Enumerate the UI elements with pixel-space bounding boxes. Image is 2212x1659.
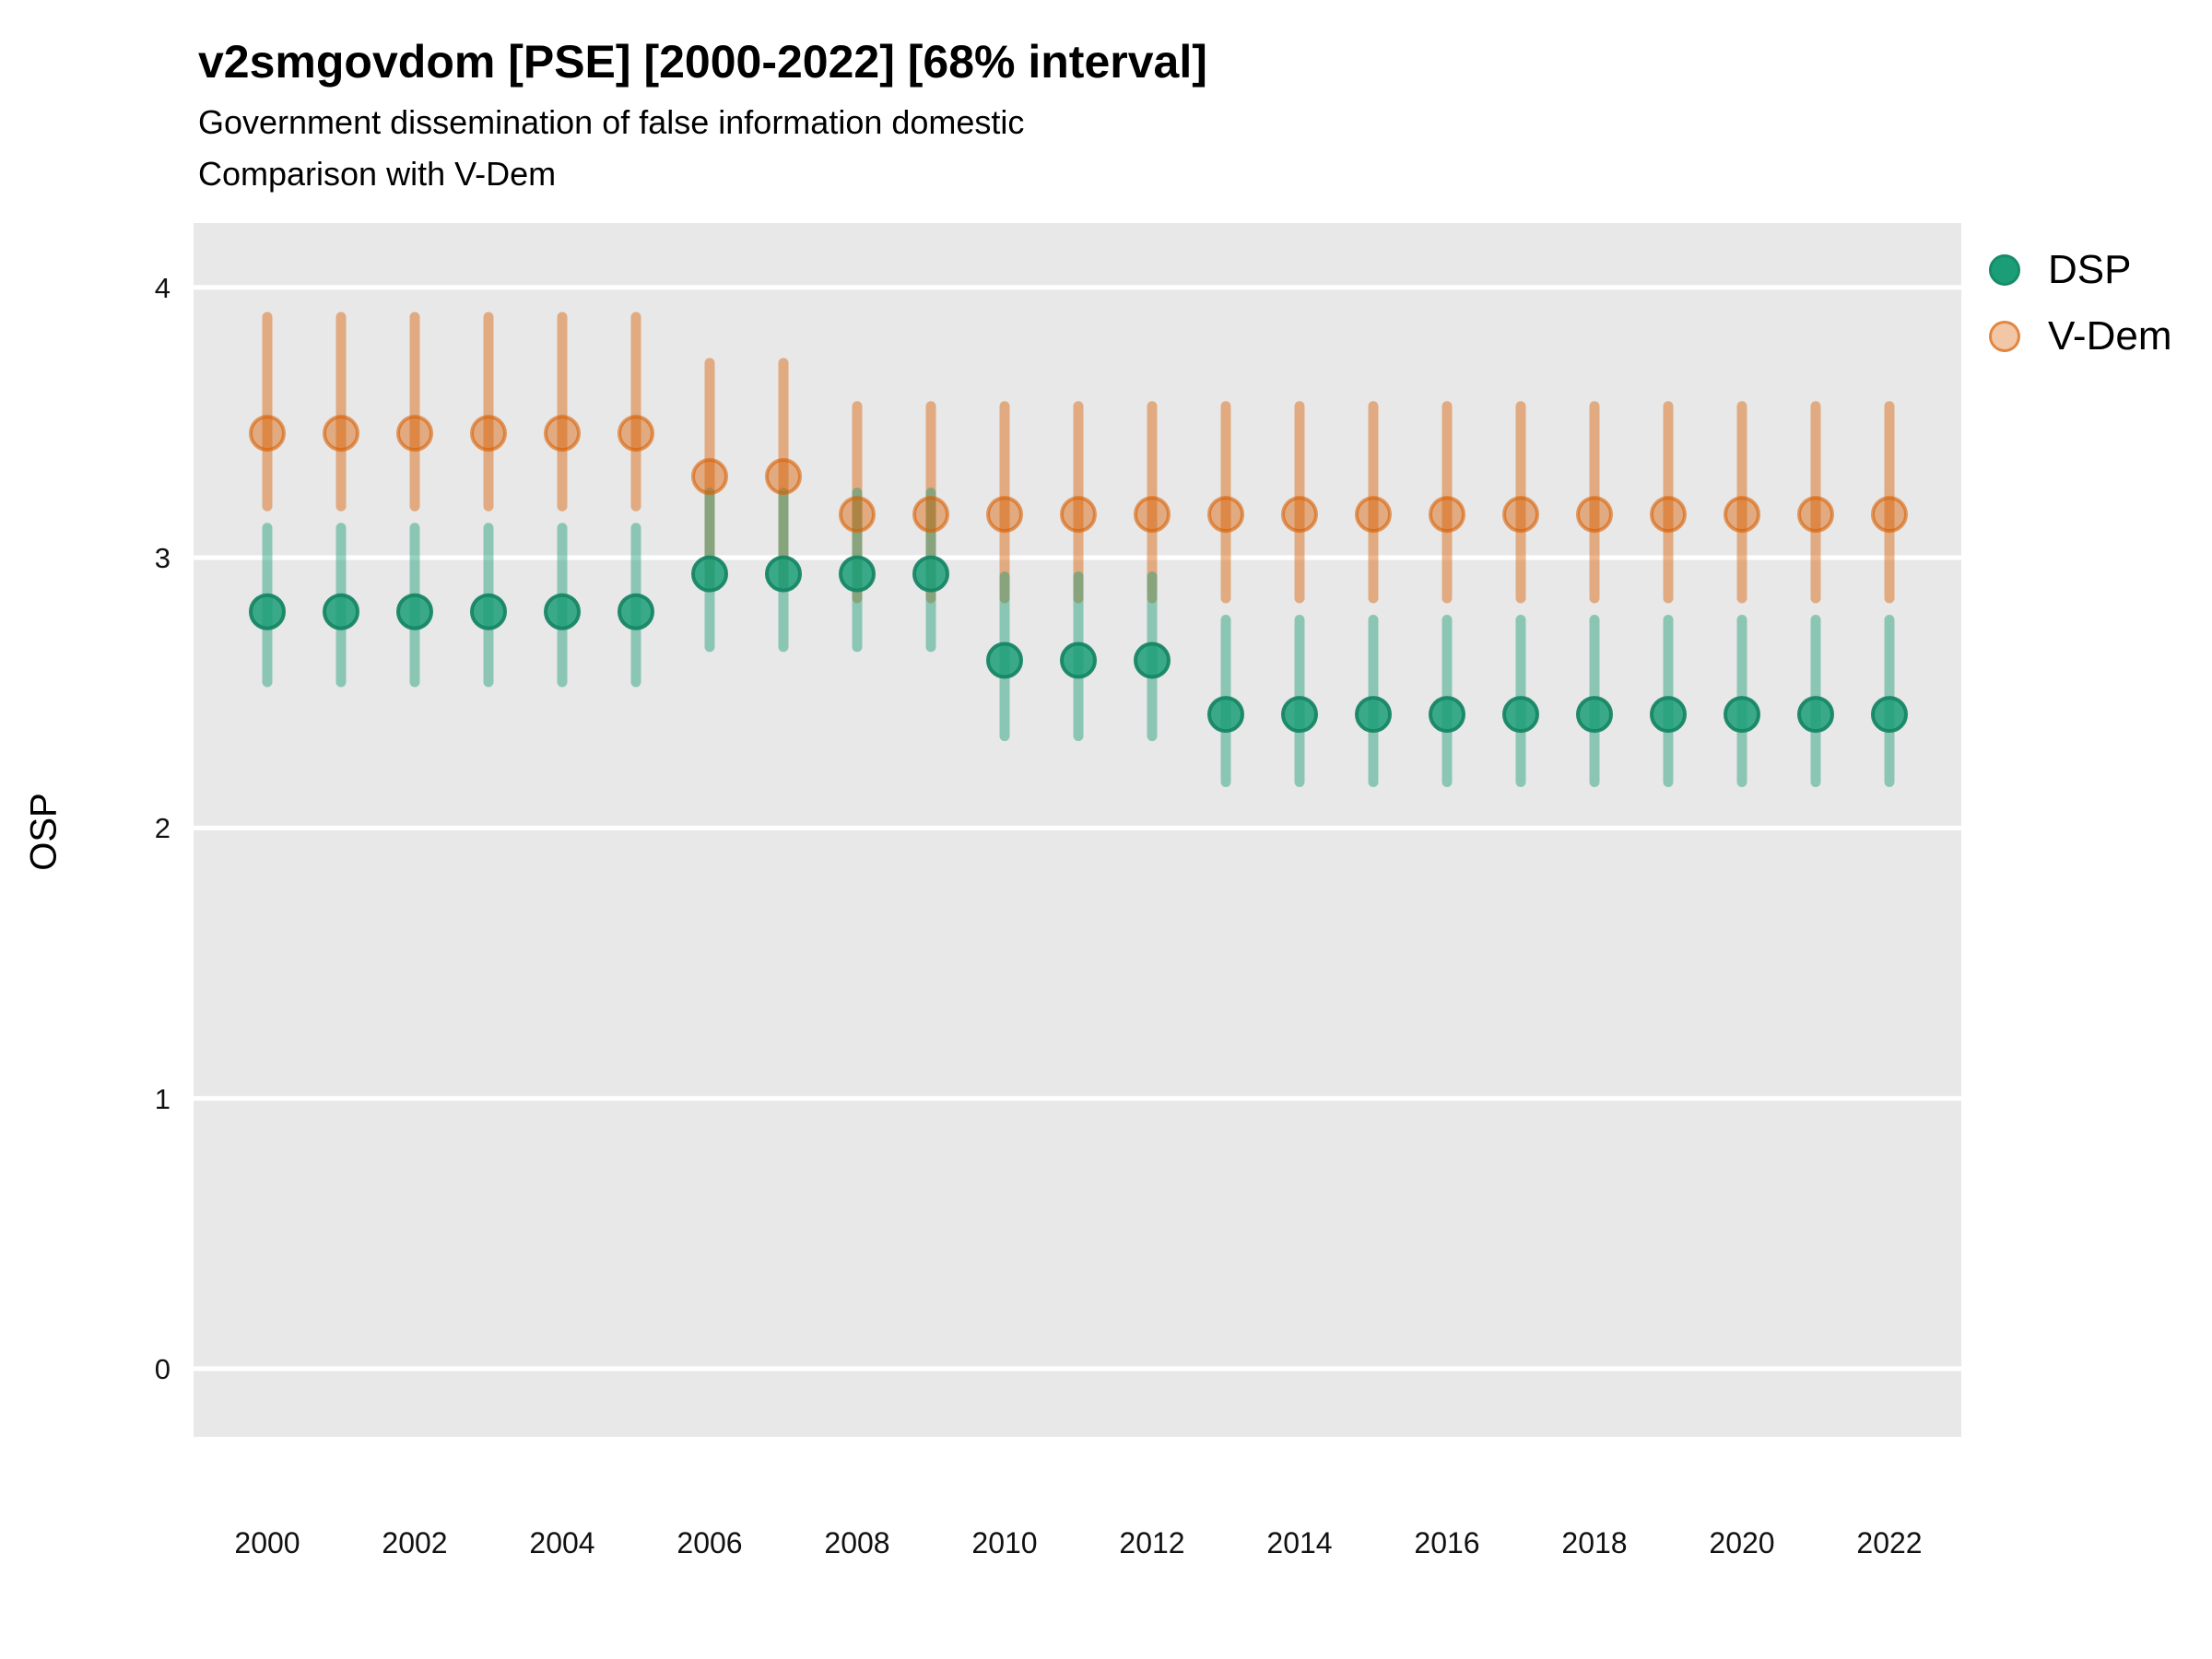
y-tick-label-1: 1 <box>154 1082 171 1115</box>
legend-item-dsp: DSP <box>1989 247 2171 293</box>
point-dsp-2014 <box>1281 696 1318 734</box>
point-v-dem-2012 <box>1134 496 1171 534</box>
point-dsp-2015 <box>1355 696 1392 734</box>
point-v-dem-2017 <box>1502 496 1539 534</box>
point-v-dem-2016 <box>1429 496 1465 534</box>
point-v-dem-2000 <box>249 415 286 453</box>
point-v-dem-2021 <box>1797 496 1834 534</box>
point-v-dem-2003 <box>470 415 507 453</box>
point-v-dem-2013 <box>1207 496 1244 534</box>
point-v-dem-2010 <box>986 496 1023 534</box>
point-v-dem-2007 <box>765 458 802 496</box>
x-tick-label-2006: 2006 <box>677 1526 743 1559</box>
point-v-dem-2015 <box>1355 496 1392 534</box>
point-dsp-2022 <box>1871 696 1908 734</box>
point-v-dem-2011 <box>1060 496 1097 534</box>
point-dsp-2000 <box>249 593 286 630</box>
legend-label-vdem: V-Dem <box>2048 313 2172 359</box>
point-v-dem-2002 <box>396 415 433 453</box>
x-tick-label-2008: 2008 <box>824 1526 890 1559</box>
x-tick-label-2016: 2016 <box>1414 1526 1480 1559</box>
point-dsp-2009 <box>912 555 949 593</box>
point-dsp-2005 <box>618 593 654 630</box>
x-tick-label-2022: 2022 <box>1856 1526 1923 1559</box>
point-v-dem-2006 <box>691 458 728 496</box>
x-tick-label-2010: 2010 <box>971 1526 1038 1559</box>
point-dsp-2018 <box>1576 696 1613 734</box>
x-tick-label-2020: 2020 <box>1709 1526 1775 1559</box>
vdem-point-icon <box>1989 321 2020 352</box>
x-tick-label-2000: 2000 <box>234 1526 300 1559</box>
point-dsp-2010 <box>986 641 1023 679</box>
legend-label-dsp: DSP <box>2048 247 2132 292</box>
point-dsp-2006 <box>691 555 728 593</box>
x-tick-label-2004: 2004 <box>529 1526 595 1559</box>
y-tick-label-3: 3 <box>154 542 171 575</box>
point-dsp-2017 <box>1502 696 1539 734</box>
point-v-dem-2005 <box>618 415 654 453</box>
point-v-dem-2022 <box>1871 496 1908 534</box>
point-v-dem-2009 <box>912 496 949 534</box>
y-tick-label-2: 2 <box>154 812 171 845</box>
point-dsp-2002 <box>396 593 433 630</box>
chart-subtitle-line1: Government dissemination of false inform… <box>198 103 1025 141</box>
point-v-dem-2004 <box>544 415 581 453</box>
point-v-dem-2001 <box>323 415 359 453</box>
point-dsp-2008 <box>839 555 876 593</box>
chart-subtitle-line2: Comparison with V-Dem <box>198 155 557 193</box>
x-tick-label-2012: 2012 <box>1119 1526 1185 1559</box>
legend: DSP V-Dem <box>1989 247 2171 380</box>
point-dsp-2020 <box>1724 696 1760 734</box>
x-tick-label-2002: 2002 <box>382 1526 448 1559</box>
point-dsp-2019 <box>1650 696 1687 734</box>
point-dsp-2004 <box>544 593 581 630</box>
point-dsp-2012 <box>1134 641 1171 679</box>
point-dsp-2013 <box>1207 696 1244 734</box>
y-tick-label-0: 0 <box>154 1353 171 1386</box>
y-tick-label-4: 4 <box>154 271 171 304</box>
legend-item-vdem: V-Dem <box>1989 313 2171 359</box>
point-dsp-2021 <box>1797 696 1834 734</box>
point-v-dem-2008 <box>839 496 876 534</box>
point-v-dem-2019 <box>1650 496 1687 534</box>
point-v-dem-2014 <box>1281 496 1318 534</box>
x-tick-label-2014: 2014 <box>1266 1526 1333 1559</box>
point-dsp-2011 <box>1060 641 1097 679</box>
point-v-dem-2020 <box>1724 496 1760 534</box>
dsp-point-icon <box>1989 254 2020 286</box>
chart-title: v2smgovdom [PSE] [2000-2022] [68% interv… <box>198 36 1207 88</box>
x-tick-label-2018: 2018 <box>1561 1526 1628 1559</box>
point-dsp-2001 <box>323 593 359 630</box>
point-dsp-2007 <box>765 555 802 593</box>
point-v-dem-2018 <box>1576 496 1613 534</box>
point-dsp-2016 <box>1429 696 1465 734</box>
point-dsp-2003 <box>470 593 507 630</box>
